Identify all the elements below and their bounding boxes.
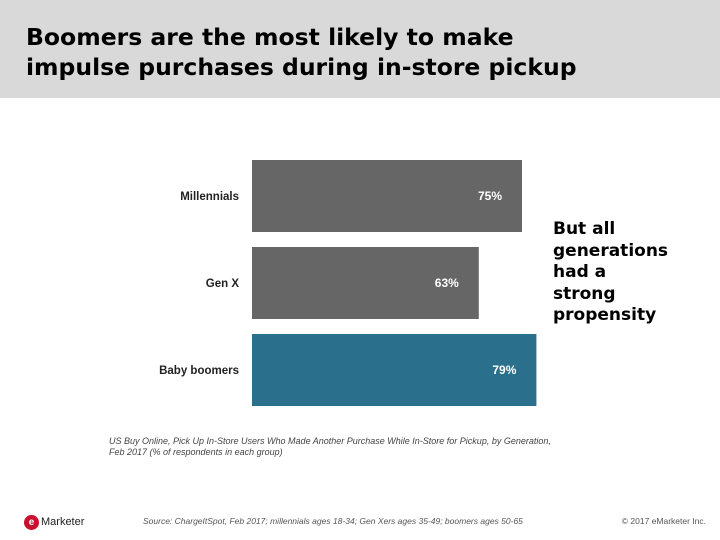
side-note-line-5: propensity [553,305,657,325]
emarketer-logo-icon: e [24,514,39,530]
copyright-note: © 2017 eMarketer Inc. [621,516,706,526]
side-note-line-1: But all [553,219,616,239]
slide-title-line-1: Boomers are the most likely to make [26,23,514,51]
value-label-gen-x: 63% [435,276,459,290]
category-label-millennials: Millennials [180,191,239,203]
chart-caption-line-2: Feb 2017 (% of respondents in each group… [109,447,283,457]
side-note-line-2: generations [553,240,669,261]
emarketer-logo: e Marketer [24,513,84,531]
category-label-baby-boomers: Baby boomers [159,365,239,377]
emarketer-logo-text: Marketer [41,516,85,528]
side-note: But all generations had a strong propens… [553,219,713,327]
category-label-gen-x: Gen X [206,278,240,290]
chart-caption-line-1: US Buy Online, Pick Up In-Store Users Wh… [109,436,551,446]
side-note-line-4: strong [553,283,616,304]
slide-title-line-2: impulse purchases during in-store pickup [26,53,577,81]
value-label-millennials: 75% [478,189,502,203]
value-label-baby-boomers: 79% [492,363,516,377]
chart-caption: US Buy Online, Pick Up In-Store Users Wh… [109,436,609,458]
title-banner: Boomers are the most likely to make impu… [0,0,720,98]
slide-title: Boomers are the most likely to make impu… [26,22,706,82]
bar-baby-boomers [252,334,537,406]
bar-millennials [252,160,522,232]
bar-gen-x [252,247,479,319]
side-note-line-3: had a [553,262,607,282]
source-note: Source: ChargeItSpot, Feb 2017; millenni… [143,516,523,526]
